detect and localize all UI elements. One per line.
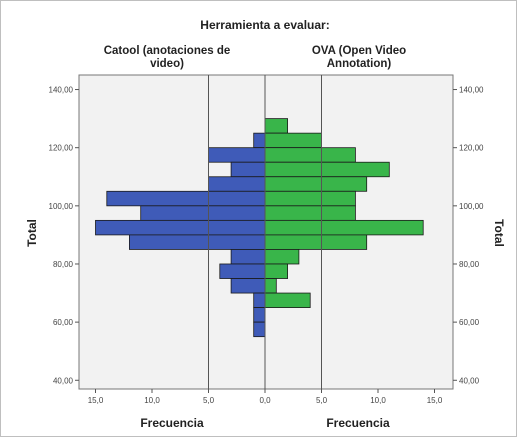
left-histogram-bar	[230, 278, 266, 294]
x-tick-label: 5,0	[316, 396, 328, 405]
x-tick-label: 15,0	[88, 396, 104, 405]
y-tick-label-right: 40,00	[459, 376, 480, 385]
right-histogram-bar	[264, 205, 356, 221]
y-tick-label: 40,00	[53, 376, 74, 385]
right-histogram-bar	[264, 190, 356, 207]
y-tick-label: 80,00	[53, 260, 74, 269]
right-histogram-bar	[264, 132, 322, 149]
left-panel-header-line2: video)	[150, 58, 184, 70]
left-histogram-bar	[128, 234, 266, 250]
left-histogram-bar	[140, 205, 266, 221]
x-tick-label: 0,0	[259, 396, 271, 405]
y-tick-label-right: 80,00	[459, 260, 480, 269]
right-histogram-bar	[264, 118, 289, 134]
y-tick-label-right: 60,00	[459, 318, 480, 327]
right-panel-header-line1: OVA (Open Video	[312, 45, 406, 57]
left-histogram-bar	[253, 307, 266, 323]
right-x-axis-label: Frecuencia	[326, 416, 390, 430]
left-histogram-bar	[208, 147, 266, 163]
right-y-axis-label: Total	[492, 219, 506, 247]
y-tick-label: 140,00	[49, 86, 74, 95]
left-x-axis-label: Frecuencia	[140, 416, 204, 430]
y-tick-label-right: 100,00	[459, 202, 484, 211]
left-histogram-bar	[253, 321, 266, 338]
left-histogram-bar	[219, 263, 266, 279]
x-tick-label: 15,0	[427, 396, 443, 405]
right-histogram-bar	[264, 161, 390, 178]
left-y-axis-label: Total	[25, 219, 39, 247]
right-histogram-bar	[264, 278, 277, 294]
right-histogram-bar	[264, 249, 300, 265]
right-y-axis: 40,00 60,00 80,00 100,00 120,00 140,00	[453, 86, 484, 385]
right-panel-header-line2: Annotation)	[327, 58, 392, 70]
left-panel-header-line1: Catool (anotaciones de	[104, 45, 231, 57]
left-histogram-bar	[208, 176, 266, 192]
y-tick-label-right: 140,00	[459, 86, 484, 95]
left-bars	[95, 132, 266, 338]
right-histogram-bar	[264, 176, 368, 192]
y-tick-label: 100,00	[49, 202, 74, 211]
left-histogram-bar	[253, 132, 266, 149]
left-histogram-bar	[253, 292, 266, 308]
left-histogram-bar	[106, 190, 266, 207]
x-tick-label: 10,0	[144, 396, 160, 405]
y-tick-label: 120,00	[49, 144, 74, 153]
right-histogram-bar	[264, 219, 424, 236]
reference-lines	[208, 75, 322, 389]
right-histogram-bar	[264, 292, 311, 308]
left-histogram-bar	[230, 249, 266, 265]
left-histogram-bar	[230, 161, 266, 178]
y-tick-label-right: 120,00	[459, 144, 484, 153]
y-tick-label: 60,00	[53, 318, 74, 327]
right-histogram-bar	[264, 263, 289, 279]
x-tick-label: 10,0	[370, 396, 386, 405]
right-histogram-bar	[264, 147, 356, 163]
right-histogram-bar	[264, 234, 368, 250]
left-histogram-bar	[95, 219, 266, 236]
left-y-axis: 40,00 60,00 80,00 100,00 120,00 140,00	[49, 86, 79, 385]
x-axis: 15,0 10,0 5,0 0,0 5,0 10,0 15,0	[88, 389, 443, 405]
right-bars	[264, 118, 424, 308]
chart-title: Herramienta a evaluar:	[200, 18, 329, 32]
x-tick-label: 5,0	[203, 396, 215, 405]
